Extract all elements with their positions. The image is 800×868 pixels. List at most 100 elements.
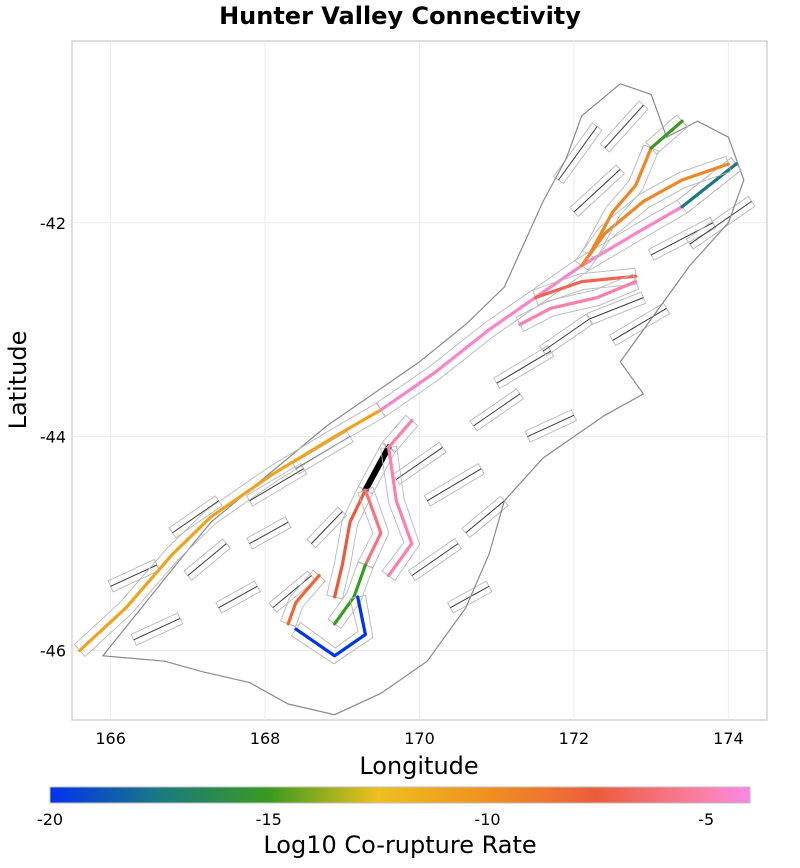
- clarence-fault-trace: [533, 274, 638, 300]
- south-blue-trace: [294, 595, 367, 658]
- background-fault-box: [493, 345, 555, 389]
- x-tick-label: 166: [95, 729, 126, 748]
- background-fault-box: [461, 495, 509, 539]
- y-axis-ticks: -42 -44 -46: [40, 214, 66, 661]
- colorbar: [49, 786, 751, 804]
- background-fault-trace: [612, 307, 667, 341]
- background-fault-trace: [527, 414, 575, 438]
- clarence-fault-box: [532, 267, 637, 306]
- x-axis-label: Longitude: [359, 752, 478, 780]
- background-faults: [107, 100, 756, 646]
- awatere-fault-box: [574, 155, 732, 271]
- colorbar-tick-label: -15: [256, 810, 282, 829]
- background-fault-trace: [473, 393, 521, 427]
- background-fault-trace: [426, 468, 482, 502]
- background-fault-box: [183, 538, 231, 581]
- background-fault-trace: [172, 500, 219, 534]
- background-fault-box: [599, 100, 649, 153]
- map-layers: [73, 83, 756, 716]
- x-tick-label: 174: [713, 729, 744, 748]
- background-fault-box: [538, 313, 594, 357]
- background-fault-box: [306, 506, 348, 549]
- coastline: [101, 83, 745, 716]
- background-fault-box: [407, 537, 463, 582]
- hunter-fault-ext-box: [381, 414, 419, 454]
- background-fault-box: [569, 164, 625, 218]
- hope-fault-box: [515, 273, 640, 333]
- background-fault-box: [647, 216, 717, 261]
- background-fault-trace: [465, 500, 505, 534]
- background-fault-box: [586, 291, 647, 326]
- wairau-segment-box: [676, 157, 742, 214]
- hunter-fault-ext-trace: [387, 419, 414, 449]
- background-fault-trace: [218, 585, 258, 609]
- south-green-box: [327, 561, 374, 630]
- branch-west-trace: [333, 488, 367, 599]
- background-fault-trace: [187, 543, 227, 576]
- background-fault-box: [392, 441, 447, 485]
- y-tick-label: -44: [40, 428, 66, 447]
- background-fault-trace: [249, 468, 304, 502]
- south-blue-box: [290, 594, 374, 665]
- background-fault-box: [107, 558, 161, 593]
- colorbar-tick-label: -10: [474, 810, 500, 829]
- background-fault-box: [292, 430, 354, 475]
- background-fault-box: [469, 388, 524, 432]
- south-orange-box: [280, 569, 326, 628]
- x-tick-label: 172: [559, 729, 590, 748]
- x-axis-ticks: 166 168 170 172 174: [95, 729, 743, 748]
- background-fault-box: [423, 462, 485, 507]
- awatere-north-tip-box: [645, 114, 688, 155]
- background-fault-box: [130, 612, 184, 646]
- background-fault-trace: [396, 446, 443, 480]
- colorbar-ticks: -20 -15 -10 -5: [37, 810, 714, 829]
- background-fault-trace: [311, 511, 343, 544]
- background-fault-box: [246, 516, 292, 550]
- y-tick-label: -46: [40, 641, 66, 660]
- colorbar-label: Log10 Co-rupture Rate: [263, 831, 536, 859]
- background-fault-trace: [411, 543, 459, 577]
- background-fault-box: [685, 195, 756, 250]
- background-fault-trace: [542, 318, 590, 352]
- awatere-fault-trace: [580, 162, 730, 268]
- background-fault-trace: [589, 297, 644, 320]
- background-fault-trace: [689, 200, 752, 245]
- background-fault-box: [608, 302, 671, 347]
- branch-east-box: [380, 445, 421, 581]
- awatere-north-tip-trace: [649, 119, 684, 150]
- background-fault-box: [524, 409, 578, 443]
- south-orange-trace: [286, 574, 321, 626]
- colorbar-tick-label: -5: [698, 810, 714, 829]
- background-fault-box: [446, 580, 493, 614]
- south-green-trace: [333, 563, 367, 626]
- y-axis-label: Latitude: [4, 331, 32, 430]
- awatere-north-trace: [587, 146, 653, 257]
- background-fault-trace: [249, 521, 289, 545]
- x-tick-label: 170: [404, 729, 435, 748]
- colorbar-tick-label: -20: [37, 810, 63, 829]
- background-fault-box: [552, 122, 603, 185]
- background-fault-trace: [450, 585, 490, 609]
- y-tick-label: -42: [40, 214, 66, 233]
- background-fault-trace: [558, 126, 598, 181]
- wairau-segment-trace: [680, 162, 738, 209]
- x-tick-label: 168: [250, 729, 281, 748]
- background-fault-trace: [272, 575, 312, 609]
- background-fault-trace: [496, 350, 552, 384]
- chart-title: Hunter Valley Connectivity: [219, 2, 581, 30]
- branch-east-trace: [387, 445, 414, 578]
- background-fault-box: [215, 580, 261, 614]
- awatere-north-box: [581, 144, 660, 260]
- branch-mid-trace: [363, 488, 383, 567]
- background-fault-box: [245, 462, 308, 507]
- background-fault-trace: [604, 104, 644, 149]
- background-fault-box: [168, 495, 223, 539]
- hope-fault-trace: [518, 280, 638, 326]
- background-fault-trace: [573, 168, 621, 213]
- background-fault-trace: [133, 617, 181, 641]
- hunter-fault-source-trace: [362, 444, 392, 494]
- background-fault-box: [268, 570, 316, 613]
- rupture-traces: [73, 114, 742, 665]
- alpine-fault-south-trace: [78, 408, 383, 653]
